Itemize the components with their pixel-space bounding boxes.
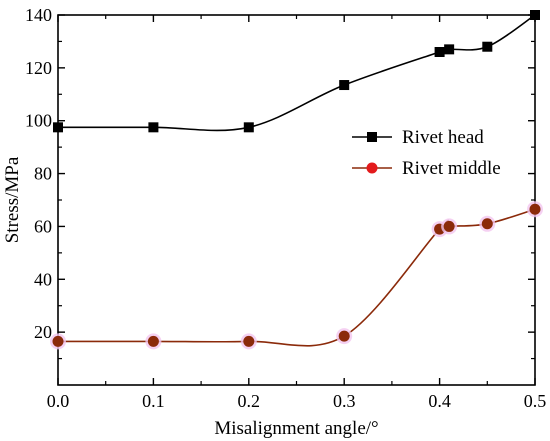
data-point-circle — [529, 203, 541, 215]
data-point-circle — [243, 335, 255, 347]
y-tick-label: 100 — [25, 111, 52, 131]
series-2 — [50, 201, 543, 350]
legend: Rivet head Rivet middle — [352, 127, 501, 179]
y-tick-label: 20 — [34, 322, 52, 342]
y-tick-label: 140 — [25, 5, 52, 25]
plot-frame — [57, 14, 536, 386]
data-point-square — [53, 122, 63, 133]
series-line — [58, 14, 536, 132]
y-axis: 20 40 60 80 100 120 140 — [25, 5, 535, 360]
data-point-square — [530, 10, 540, 20]
data-point-square — [482, 41, 493, 52]
data-point-square — [434, 47, 445, 57]
x-tick-label: 0.5 — [524, 391, 547, 411]
series-1 — [53, 10, 540, 133]
data-point-circle — [443, 220, 455, 232]
series-layer — [50, 10, 543, 350]
y-tick-label: 80 — [34, 164, 52, 184]
x-axis-label: Misalignment angle/° — [214, 418, 378, 439]
y-axis-label: Stress/MPa — [2, 156, 23, 243]
legend-label: Rivet head — [402, 127, 484, 148]
plot-border — [57, 14, 536, 386]
data-point-square — [444, 44, 455, 55]
x-tick-label: 0.2 — [238, 391, 261, 411]
x-tick-label: 0.4 — [428, 391, 451, 411]
data-point-square — [243, 122, 254, 133]
data-point-circle — [147, 335, 159, 347]
data-point-square — [339, 80, 350, 91]
series-line — [58, 208, 536, 347]
legend-label: Rivet middle — [402, 158, 501, 179]
x-tick-label: 0.1 — [142, 391, 165, 411]
x-tick-label: 0.3 — [333, 391, 356, 411]
y-tick-label: 60 — [34, 216, 52, 236]
data-point-circle — [481, 218, 493, 230]
data-point-square — [148, 122, 159, 133]
data-point-circle — [52, 335, 64, 347]
y-tick-label: 40 — [34, 269, 52, 289]
x-axis: 0.0 0.1 0.2 0.3 0.4 0.5 — [47, 15, 547, 411]
legend-marker-square — [367, 132, 377, 142]
y-tick-label: 120 — [25, 58, 52, 78]
legend-marker-circle — [366, 162, 378, 174]
x-tick-label: 0.0 — [47, 391, 70, 411]
data-point-circle — [338, 330, 350, 342]
